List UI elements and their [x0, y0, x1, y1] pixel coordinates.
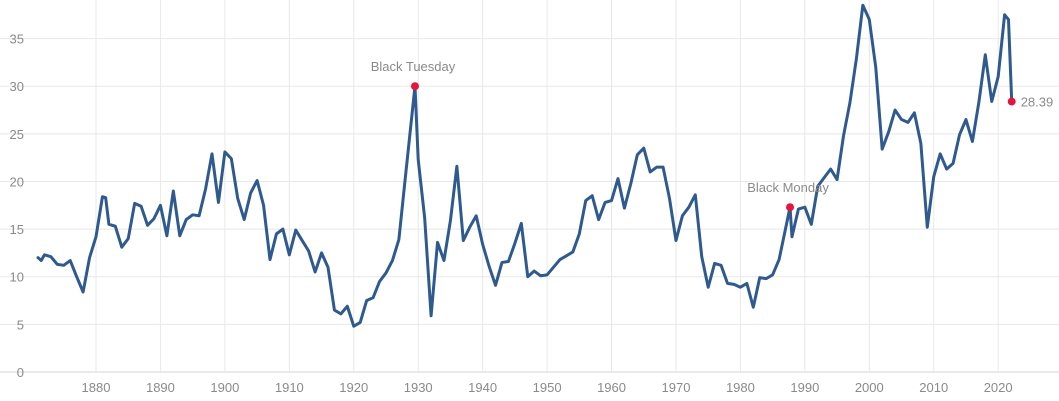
- end-point-label: 28.39: [1021, 95, 1054, 110]
- annotation-marker: [410, 82, 419, 91]
- y-tick-label: 15: [10, 222, 24, 237]
- x-tick-label: 1970: [662, 380, 691, 395]
- grid-layer: [0, 0, 1059, 373]
- x-tick-label: 1880: [82, 380, 111, 395]
- x-tick-label: 1990: [790, 380, 819, 395]
- series-line: [36, 3, 1014, 328]
- x-tick-label: 1900: [210, 380, 239, 395]
- y-tick-label: 0: [17, 365, 24, 380]
- y-tick-label: 25: [10, 127, 24, 142]
- x-tick-label: 1960: [597, 380, 626, 395]
- x-tick-label: 1910: [275, 380, 304, 395]
- y-tick-label: 30: [10, 79, 24, 94]
- y-tick-label: 35: [10, 32, 24, 47]
- marker-layer: [410, 82, 1016, 212]
- x-tick-label: 1890: [146, 380, 175, 395]
- annotation-label: Black Tuesday: [371, 59, 456, 74]
- annotation-label: Black Monday: [747, 180, 829, 195]
- y-tick-label: 20: [10, 174, 24, 189]
- y-tick-label: 10: [10, 270, 24, 285]
- y-tick-label: 5: [17, 317, 24, 332]
- x-tick-label: 1930: [404, 380, 433, 395]
- x-tick-label: 1980: [726, 380, 755, 395]
- x-tick-label: 2000: [855, 380, 884, 395]
- series-layer: [36, 3, 1014, 328]
- x-tick-label: 1920: [339, 380, 368, 395]
- x-tick-label: 1940: [468, 380, 497, 395]
- label-layer: 0 5 10 15 20 25 30 35 1880 1890 1900 1910 1920 1930 19…: [10, 32, 1054, 395]
- x-tick-label: 1950: [533, 380, 562, 395]
- annotation-marker: [786, 203, 795, 212]
- x-tick-label: 2020: [984, 380, 1013, 395]
- end-point-marker: [1007, 97, 1016, 106]
- x-tick-label: 2010: [919, 380, 948, 395]
